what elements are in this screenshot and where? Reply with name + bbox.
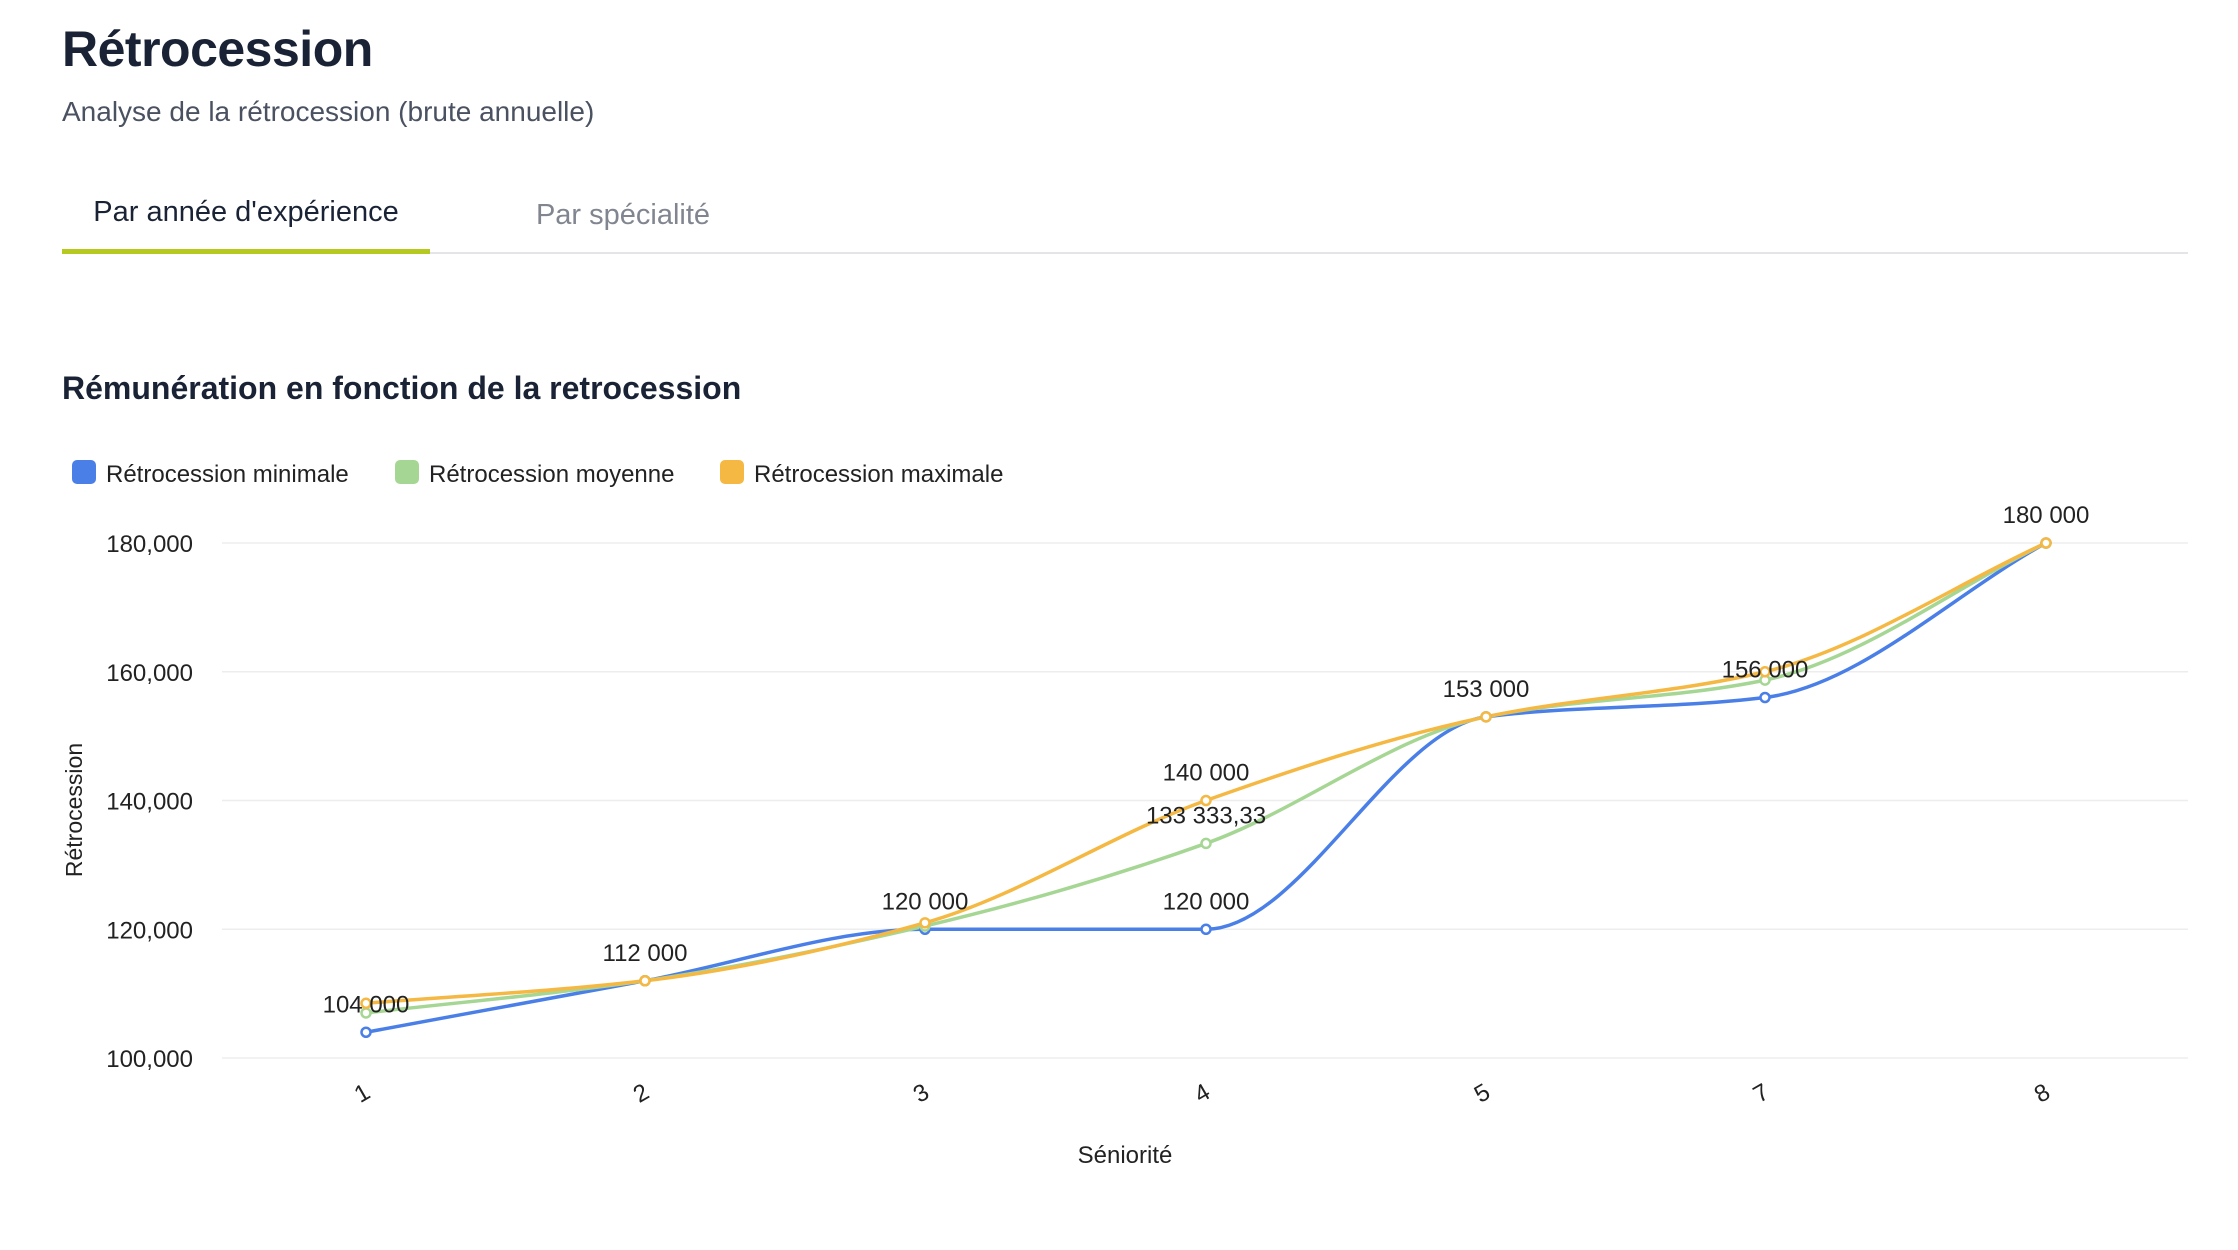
chart-data-labels: 104 000 112 000 120 000 140 000 133 333,33 12… xyxy=(323,502,2090,1018)
chart-points xyxy=(360,537,2052,1038)
x-tick-label: 5 xyxy=(1470,1078,1495,1108)
tab-specialite[interactable]: Par spécialité xyxy=(470,175,776,254)
data-point-min[interactable] xyxy=(360,1026,372,1038)
chart-legend: Rétrocession minimale Rétrocession moyenn… xyxy=(72,460,1003,488)
legend-swatch-1[interactable] xyxy=(72,460,96,484)
data-label: 104 000 xyxy=(323,991,410,1018)
data-label: 133 333,33 xyxy=(1146,802,1266,829)
legend-label-3[interactable]: Rétrocession maximale xyxy=(754,461,1003,488)
data-point-min[interactable] xyxy=(1200,923,1212,935)
data-point-max[interactable] xyxy=(1480,711,1492,723)
x-axis-label: Séniorité xyxy=(1078,1142,1173,1169)
data-point-max[interactable] xyxy=(919,917,931,929)
data-label: 120 000 xyxy=(882,888,969,915)
line-chart: Rétrocession minimale Rétrocession moyenn… xyxy=(61,460,2188,1169)
data-label: 120 000 xyxy=(1163,888,1250,915)
y-axis-label: Rétrocession xyxy=(61,743,87,877)
y-tick-label: 100,000 xyxy=(106,1046,193,1073)
data-label: 156 000 xyxy=(1722,657,1809,684)
page-subtitle: Analyse de la rétrocession (brute annuel… xyxy=(62,96,595,127)
data-label: 153 000 xyxy=(1443,676,1530,703)
y-tick-label: 160,000 xyxy=(106,660,193,687)
legend-label-1[interactable]: Rétrocession minimale xyxy=(106,461,349,488)
tab-experience[interactable]: Par année d'expérience xyxy=(62,175,430,254)
chart-title: Rémunération en fonction de la retrocess… xyxy=(62,370,742,406)
data-point-avg[interactable] xyxy=(1200,837,1212,850)
legend-swatch-2[interactable] xyxy=(395,460,419,484)
data-label: 112 000 xyxy=(603,940,688,967)
y-axis: 100,000 120,000 140,000 160,000 180,000 xyxy=(106,531,193,1073)
page-title: Rétrocession xyxy=(62,21,373,77)
x-tick-label: 2 xyxy=(629,1078,654,1108)
data-point-min[interactable] xyxy=(1759,691,1771,704)
legend-label-2[interactable]: Rétrocession moyenne xyxy=(429,461,674,488)
data-point-max[interactable] xyxy=(1759,666,1771,678)
y-tick-label: 180,000 xyxy=(106,531,193,558)
data-label: 140 000 xyxy=(1163,760,1250,787)
data-label: 180 000 xyxy=(2003,502,2090,529)
x-tick-label: 8 xyxy=(2030,1078,2055,1108)
x-axis: 1 2 3 4 5 7 8 xyxy=(350,1078,2055,1108)
x-tick-label: 4 xyxy=(1190,1078,1215,1108)
x-tick-label: 3 xyxy=(909,1078,934,1108)
data-point-max[interactable] xyxy=(2040,537,2052,549)
x-tick-label: 7 xyxy=(1749,1078,1774,1108)
data-point-max[interactable] xyxy=(639,975,651,987)
data-point-max[interactable] xyxy=(1200,794,1212,807)
tab-bar: Par année d'expérience Par spécialité xyxy=(62,175,2188,254)
x-tick-label: 1 xyxy=(350,1078,375,1108)
y-tick-label: 140,000 xyxy=(106,789,193,816)
data-point-max[interactable] xyxy=(360,997,372,1010)
y-tick-label: 120,000 xyxy=(106,917,193,944)
legend-swatch-3[interactable] xyxy=(720,460,744,484)
